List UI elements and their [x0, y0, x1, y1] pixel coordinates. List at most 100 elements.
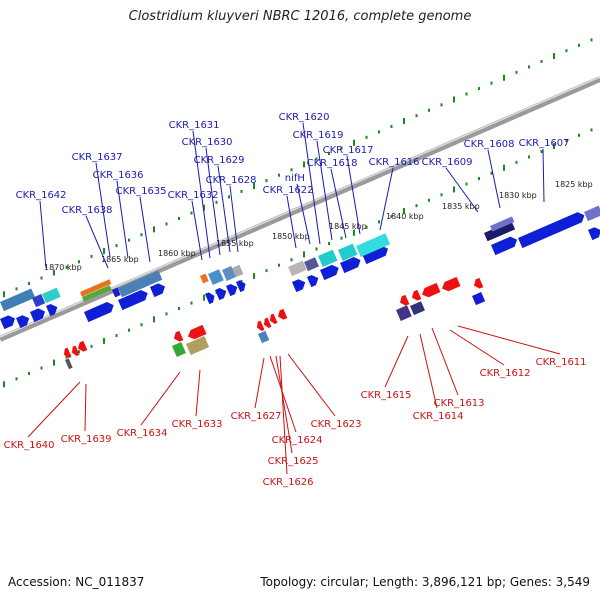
lower-tick: [578, 133, 580, 137]
scale-label: 1860 kbp: [158, 249, 196, 258]
reverse-gene: [187, 324, 207, 340]
gene-label: CKR_1642: [16, 190, 67, 201]
gene-block: [199, 273, 209, 284]
upper-tick: [390, 124, 393, 128]
upper-tick: [565, 49, 568, 53]
lower-tick: [503, 164, 505, 171]
lower-tick: [303, 251, 305, 258]
lower-tick: [65, 355, 68, 359]
gene-block: [584, 205, 600, 222]
gene-label: CKR_1617: [323, 145, 374, 156]
forward-gene: [30, 308, 46, 323]
upper-tick: [15, 287, 18, 291]
upper-tick: [78, 260, 80, 264]
gene-block: [356, 233, 391, 258]
leader-line: [542, 148, 545, 203]
upper-tick: [590, 38, 593, 42]
lower-tick: [153, 316, 155, 323]
gene-block: [472, 292, 486, 306]
lower-tick: [178, 306, 180, 310]
gene-block: [81, 285, 112, 302]
gene-block: [186, 336, 210, 356]
upper-tick: [315, 157, 318, 161]
gene-block: [0, 288, 36, 312]
leader-line: [316, 140, 333, 241]
lower-tick: [265, 269, 268, 273]
lower-tick: [528, 155, 530, 159]
reverse-gene: [441, 276, 461, 292]
upper-tick: [265, 179, 268, 183]
reverse-gene: [411, 289, 422, 301]
forward-gene: [307, 275, 319, 288]
gene-block: [410, 301, 425, 316]
gene-label: CKR_1623: [311, 419, 362, 430]
leader-line: [286, 195, 297, 249]
gene-label: CKR_1616: [369, 157, 420, 168]
upper-tick: [140, 233, 143, 237]
lower-tick: [415, 204, 418, 208]
gene-block: [484, 221, 516, 242]
gene-label: CKR_1631: [169, 120, 220, 131]
forward-gene: [215, 288, 227, 301]
lower-tick: [28, 371, 30, 375]
gene-label: CKR_1632: [168, 190, 219, 201]
gene-label: CKR_1627: [231, 411, 282, 422]
forward-gene: [226, 284, 238, 297]
lower-tick: [478, 177, 480, 181]
leader-line: [431, 327, 459, 396]
gene-block: [65, 358, 73, 370]
leader-line: [205, 147, 221, 256]
forward-gene: [320, 264, 339, 281]
gene-block: [171, 342, 186, 358]
lower-tick: [340, 236, 343, 240]
scale-ticks: [3, 38, 593, 388]
gene-label: CKR_1613: [434, 398, 485, 409]
gene-label: CKR_1607: [519, 138, 570, 149]
leader-line: [85, 215, 109, 269]
leader-line: [296, 183, 311, 245]
upper-tick: [240, 189, 243, 193]
leader-line: [287, 353, 336, 417]
forward-gene: [362, 245, 389, 265]
upper-tick: [490, 81, 493, 85]
lower-tick: [440, 193, 443, 197]
leader-line: [191, 200, 203, 261]
lower-tick: [40, 366, 43, 370]
upper-tick: [153, 226, 155, 233]
upper-tick: [203, 204, 205, 211]
leader-line: [445, 167, 479, 213]
lower-tick: [78, 350, 80, 354]
leader-line: [269, 355, 297, 433]
upper-tick: [353, 139, 355, 146]
scale-labels: 1870 kbp 1865 kbp 1860 kbp 1855 kbp 1850 kbp…: [44, 180, 593, 272]
lower-tick: [278, 263, 280, 267]
upper-tick: [253, 183, 255, 190]
forward-gene: [84, 302, 114, 323]
lower-tick: [390, 214, 393, 218]
gene-block: [304, 257, 319, 272]
leader-line: [195, 369, 201, 417]
forward-gene: [118, 290, 148, 311]
upper-tick: [215, 200, 218, 204]
scale-label: 1845 kbp: [329, 222, 367, 231]
lower-tick: [165, 312, 168, 316]
lower-tick: [365, 225, 368, 229]
leader-line: [419, 333, 438, 409]
upper-tick: [540, 60, 543, 64]
lower-tick: [53, 359, 55, 366]
genome-summary: Topology: circular; Length: 3,896,121 bp…: [260, 575, 590, 589]
gene-label: CKR_1618: [307, 158, 358, 169]
upper-tick: [53, 269, 55, 276]
upper-tick: [515, 70, 518, 74]
lower-tick: [115, 334, 118, 338]
forward-gene: [588, 227, 600, 241]
upper-tick: [3, 291, 5, 298]
leader-line: [279, 355, 288, 475]
gene-block: [490, 216, 515, 232]
upper-tick: [190, 211, 193, 215]
leader-line: [449, 329, 505, 366]
leader-line: [217, 165, 231, 253]
lower-tick: [553, 143, 555, 150]
reverse-gene: [63, 347, 72, 358]
